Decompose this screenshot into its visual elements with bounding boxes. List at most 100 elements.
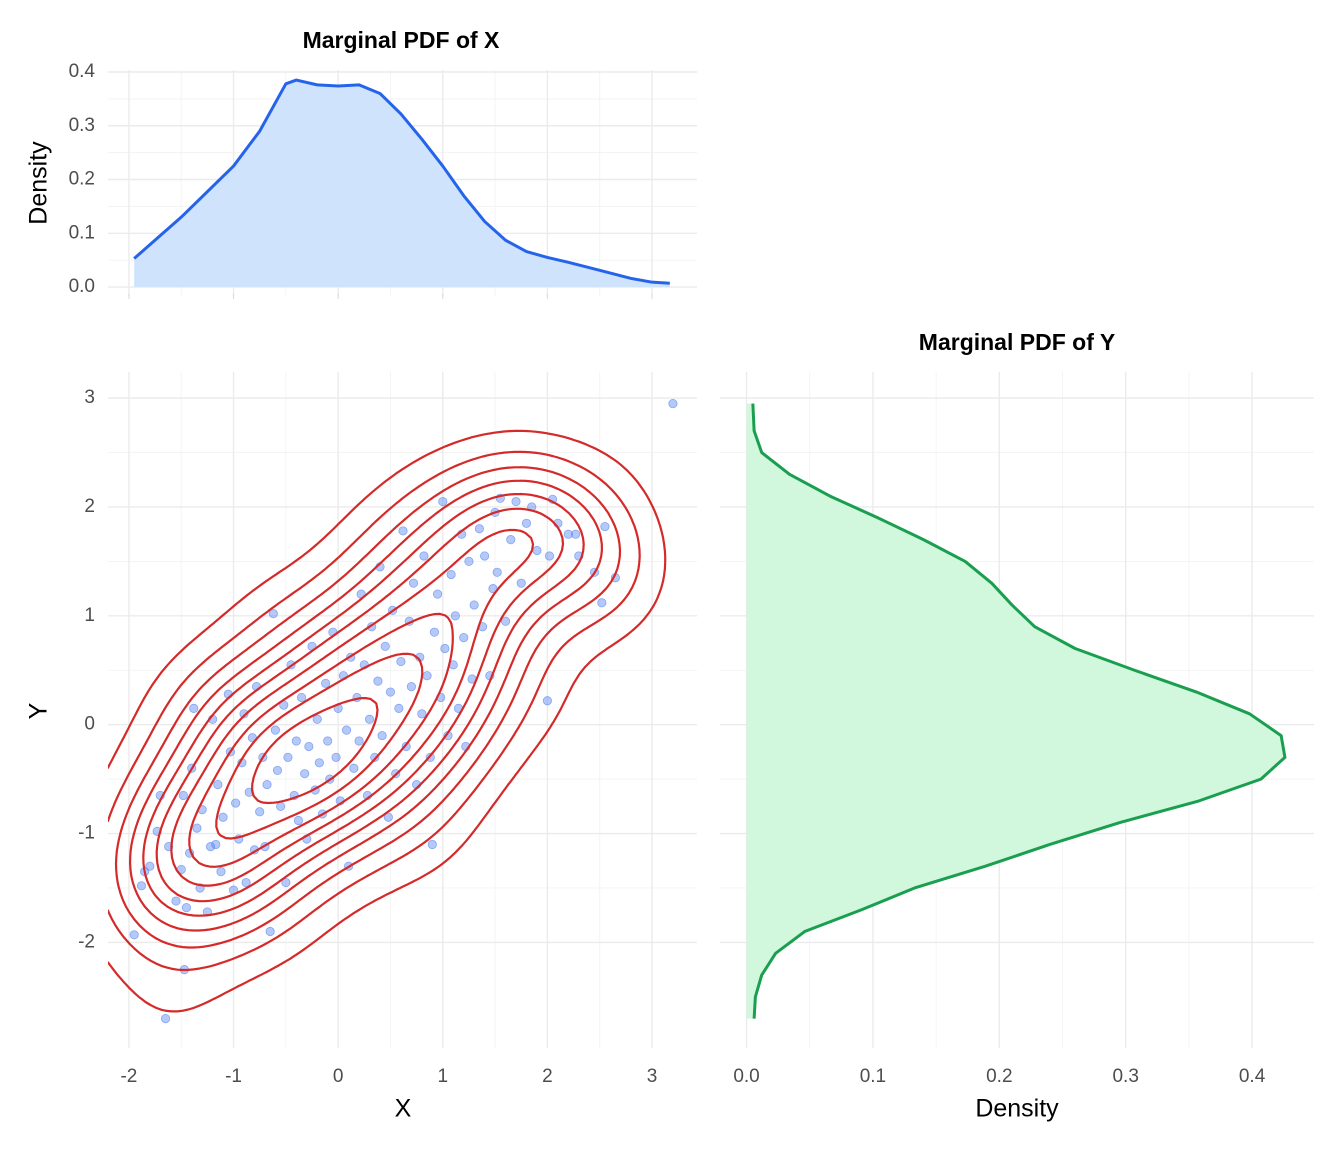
y-tick-label: -1	[78, 823, 95, 844]
point	[516, 578, 526, 588]
point	[270, 725, 280, 735]
chart-title: Marginal PDF of X	[303, 27, 500, 53]
x-tick-label: -1	[225, 1066, 242, 1087]
y-tick-label: 2	[84, 496, 95, 517]
point	[422, 671, 432, 681]
point	[419, 551, 429, 561]
point	[171, 896, 181, 906]
point	[314, 758, 324, 768]
point	[160, 1014, 171, 1024]
point	[440, 643, 450, 654]
point	[281, 877, 291, 888]
point	[600, 521, 610, 532]
point	[192, 823, 202, 833]
density-contour	[251, 696, 379, 805]
point	[216, 867, 226, 877]
point	[300, 769, 310, 779]
point	[373, 676, 383, 686]
point	[406, 681, 416, 692]
point	[377, 730, 387, 741]
point	[239, 709, 249, 719]
point	[331, 752, 341, 762]
point	[129, 930, 139, 940]
x-axis-label: Density	[975, 1095, 1059, 1123]
point	[145, 861, 155, 871]
y-tick-label: 0.2	[69, 169, 95, 190]
density-line	[751, 403, 1287, 1019]
y-tick-label: 0.3	[69, 115, 95, 136]
density-contour	[142, 492, 585, 917]
point	[427, 839, 437, 850]
point	[178, 790, 188, 801]
point	[211, 839, 221, 850]
point	[312, 714, 322, 724]
point	[341, 725, 352, 735]
x-tick-label: 0.0	[733, 1066, 759, 1087]
x-tick-label: 0.4	[1239, 1066, 1266, 1087]
density-contour	[108, 429, 667, 1013]
point	[283, 752, 293, 762]
point	[432, 589, 443, 599]
point	[276, 801, 286, 811]
x-tick-label: 3	[647, 1066, 658, 1087]
point	[563, 529, 573, 539]
chart-title: Marginal PDF of Y	[919, 329, 1115, 355]
point	[189, 703, 199, 713]
y-tick-label: 1	[84, 605, 95, 626]
point	[241, 877, 251, 888]
point	[571, 529, 581, 539]
point	[396, 656, 406, 667]
y-axis-label: Y	[25, 702, 53, 719]
density-contour	[114, 466, 622, 949]
point	[136, 881, 147, 891]
point	[321, 678, 331, 688]
point	[469, 600, 479, 610]
x-axis-label: X	[395, 1095, 412, 1123]
y-tick-label: 0.1	[69, 222, 95, 243]
y-tick-label: 3	[84, 387, 95, 408]
point	[394, 703, 404, 713]
point	[408, 578, 419, 588]
point	[218, 812, 228, 822]
point	[480, 551, 490, 561]
y-tick-label: 0.0	[69, 276, 95, 297]
density-contour	[170, 528, 535, 887]
point	[542, 696, 552, 706]
point	[291, 736, 301, 746]
y-tick-label: 0.4	[69, 61, 96, 82]
point	[323, 736, 333, 746]
point	[380, 641, 390, 651]
point	[354, 736, 364, 746]
density-contour	[215, 652, 424, 840]
point	[398, 526, 408, 536]
density-contour	[129, 479, 603, 932]
point	[364, 714, 375, 724]
point	[446, 569, 456, 580]
x-tick-label: 0	[333, 1066, 344, 1087]
point	[231, 798, 241, 808]
point	[293, 815, 304, 826]
y-axis-label: Density	[25, 141, 53, 225]
y-tick-label: -2	[78, 931, 95, 952]
density-area	[746, 403, 1285, 1019]
density-contour	[108, 450, 641, 972]
point	[272, 765, 283, 776]
point	[438, 496, 448, 507]
point	[417, 709, 427, 719]
point	[296, 692, 307, 703]
point	[255, 807, 265, 817]
point	[265, 926, 275, 937]
y-tick-label: 0	[84, 714, 95, 735]
density-area	[134, 80, 670, 288]
density-contour	[155, 507, 565, 903]
point	[474, 524, 484, 534]
point	[459, 633, 469, 643]
point	[268, 609, 278, 619]
point	[492, 567, 502, 577]
density-contour	[188, 612, 454, 868]
point	[668, 398, 678, 409]
point	[597, 598, 607, 608]
point	[450, 611, 460, 621]
point	[205, 842, 216, 852]
